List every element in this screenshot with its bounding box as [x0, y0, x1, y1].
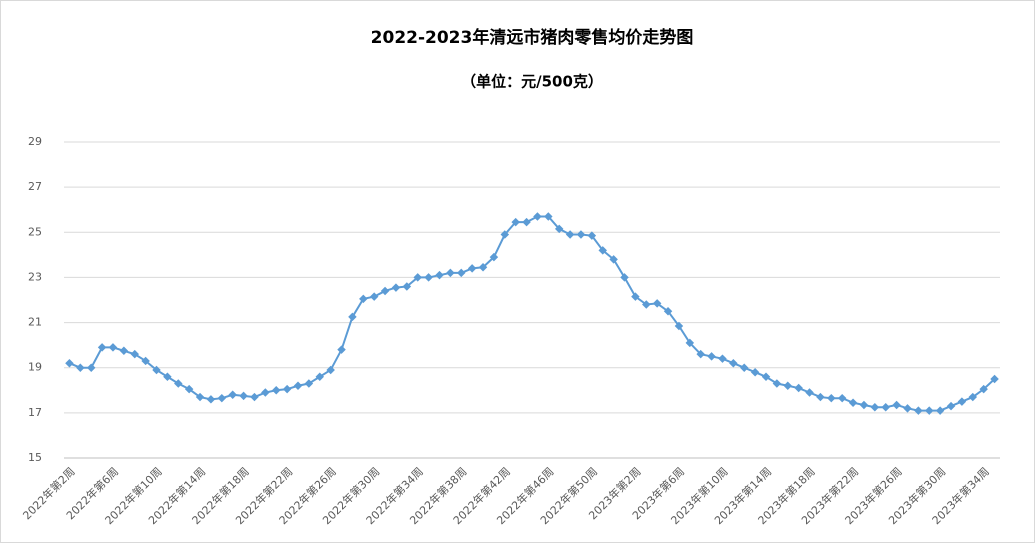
y-tick-label: 29 [28, 135, 42, 148]
data-marker [990, 374, 999, 384]
data-marker [772, 379, 782, 388]
data-marker [881, 402, 890, 412]
data-marker [848, 398, 858, 407]
y-tick-label: 25 [28, 225, 42, 238]
chart-subtitle: （单位：元/500克） [461, 73, 603, 91]
data-marker [97, 343, 107, 352]
data-marker [663, 307, 673, 316]
data-marker [827, 393, 836, 403]
y-tick-label: 27 [28, 180, 42, 193]
data-marker [935, 406, 945, 415]
data-marker [946, 401, 956, 411]
chart-title: 2022-2023年清远市猪肉零售均价走势图 [371, 27, 694, 48]
data-marker [609, 255, 618, 264]
data-marker [152, 365, 161, 375]
data-marker [174, 379, 183, 388]
data-marker [957, 397, 967, 406]
data-marker [108, 343, 118, 352]
data-marker [642, 300, 651, 309]
y-tick-label: 23 [28, 270, 42, 283]
data-marker [620, 273, 629, 282]
data-marker [805, 388, 814, 397]
data-marker [500, 230, 510, 239]
data-marker [903, 404, 912, 413]
data-marker [76, 363, 85, 372]
data-marker [729, 358, 738, 368]
data-marker [761, 372, 771, 381]
data-marker [206, 395, 216, 404]
data-marker [217, 393, 227, 403]
data-marker [195, 392, 205, 402]
data-marker [184, 384, 194, 394]
data-marker [424, 273, 433, 282]
data-marker [261, 388, 270, 397]
data-marker [707, 352, 716, 361]
data-marker [282, 384, 292, 394]
data-marker [86, 363, 96, 372]
data-marker [369, 292, 379, 301]
data-marker [783, 381, 793, 391]
y-tick-label: 15 [28, 451, 42, 464]
data-marker [130, 349, 139, 359]
data-marker [413, 273, 422, 282]
data-marker [380, 286, 390, 296]
data-marker [652, 299, 662, 308]
data-marker [489, 252, 499, 262]
data-marker [391, 283, 401, 292]
data-marker [337, 345, 346, 354]
data-marker [467, 264, 477, 273]
y-tick-label: 21 [28, 316, 42, 329]
data-marker [304, 379, 314, 388]
data-marker [892, 400, 901, 410]
data-marker [293, 381, 303, 391]
data-marker [141, 356, 150, 366]
data-marker [65, 358, 74, 368]
data-marker [359, 294, 368, 304]
data-marker [119, 346, 129, 356]
data-marker [979, 384, 988, 394]
data-marker [239, 391, 248, 401]
data-marker [631, 292, 640, 301]
data-marker [794, 383, 803, 393]
data-marker [739, 363, 749, 372]
data-marker [859, 400, 869, 410]
data-marker [925, 406, 934, 415]
data-marker [914, 406, 923, 415]
data-marker [718, 354, 727, 363]
data-marker [457, 268, 466, 278]
data-marker [228, 390, 237, 400]
data-marker [674, 321, 684, 331]
data-marker [163, 372, 172, 381]
data-marker [250, 392, 259, 402]
data-marker [837, 393, 847, 403]
data-marker [435, 270, 444, 280]
data-marker [870, 402, 880, 412]
data-marker [685, 338, 695, 348]
data-marker [968, 392, 978, 402]
data-marker [446, 268, 455, 278]
data-marker [696, 349, 705, 359]
data-marker [816, 392, 825, 402]
data-marker [750, 367, 760, 377]
data-marker [271, 386, 281, 395]
y-tick-label: 17 [28, 406, 42, 419]
data-marker [348, 312, 357, 322]
y-tick-label: 19 [28, 361, 42, 374]
data-marker [326, 365, 335, 375]
data-marker [478, 263, 488, 272]
data-marker [315, 372, 325, 381]
data-marker [402, 282, 412, 291]
